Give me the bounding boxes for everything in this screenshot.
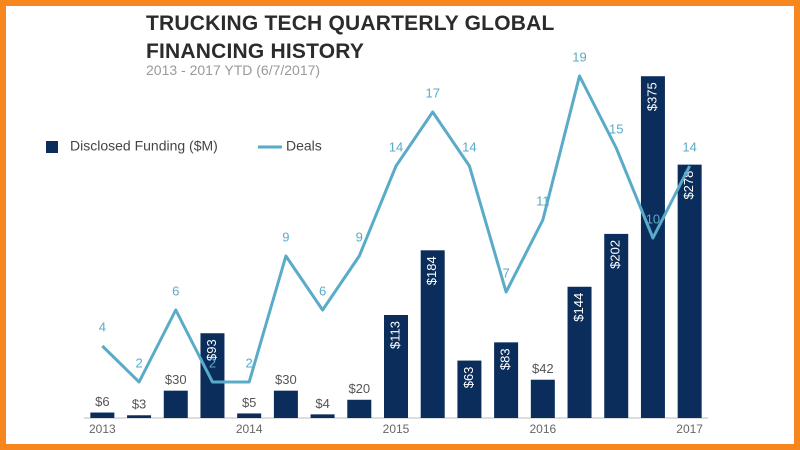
line-value-label: 2 [246,355,253,370]
x-tick-label: 2017 [676,422,703,436]
bar-value-label: $113 [387,321,402,349]
legend-label: Disclosed Funding ($M) [70,138,218,154]
bar-value-label: $3 [132,397,146,412]
bar [530,379,555,418]
bar-value-label: $4 [315,396,329,411]
bar [567,286,592,418]
bar [90,412,115,418]
line-value-label: 10 [646,211,660,226]
x-tick-label: 2013 [89,422,116,436]
bar [163,390,188,418]
legend-label: Deals [286,138,322,154]
x-tick-label: 2016 [529,422,556,436]
deals-line [101,74,691,384]
bar [384,315,408,418]
line-value-label: 4 [99,319,106,334]
bar-value-label: $202 [608,240,623,269]
bar [494,342,519,418]
bar-value-label: $30 [275,372,297,387]
bar [310,414,335,418]
line-value-label: 9 [356,229,363,244]
bar-value-label: $184 [424,256,439,285]
line-value-label: 14 [682,139,696,154]
bar-value-label: $5 [242,395,256,410]
line-value-label: 11 [536,193,550,208]
bar-value-label: $42 [532,361,554,376]
line-value-label: 6 [172,283,179,298]
bar-value-label: $83 [498,348,513,370]
bar [640,76,665,419]
bar-value-label: $63 [461,367,476,389]
bar [347,399,372,418]
line-value-label: 9 [282,229,289,244]
line-value-label: 2 [135,355,142,370]
bar-value-label: $20 [348,381,370,396]
line-value-label: 6 [319,283,326,298]
line-value-label: 7 [503,265,510,280]
line-value-label: 15 [609,121,623,136]
bar-value-label: $30 [165,372,187,387]
bar [677,164,702,418]
bar [604,233,629,418]
bar [127,415,152,418]
bar [420,250,445,418]
chart-subtitle: 2013 - 2017 YTD (6/7/2017) [146,62,321,78]
line-value-label: 14 [462,139,476,154]
line-value-label: 17 [425,85,439,100]
bar [237,413,262,418]
bar-value-label: $6 [95,394,109,409]
bar-value-label: $144 [571,293,586,322]
chart-title: TRUCKING TECH QUARTERLY GLOBAL FINANCING… [146,12,555,63]
line-value-label: 2 [209,355,216,370]
line-value-label: 19 [572,49,586,64]
x-tick-label: 2014 [236,422,263,436]
bar [273,390,298,418]
bar-value-label: $93 [204,339,219,361]
bar [200,333,225,418]
bar-value-label: $375 [644,82,659,111]
x-tick-label: 2015 [383,422,410,436]
legend-swatch [46,141,58,153]
bar-value-label: $278 [681,171,696,200]
bar [457,360,482,418]
line-value-label: 14 [389,139,403,154]
